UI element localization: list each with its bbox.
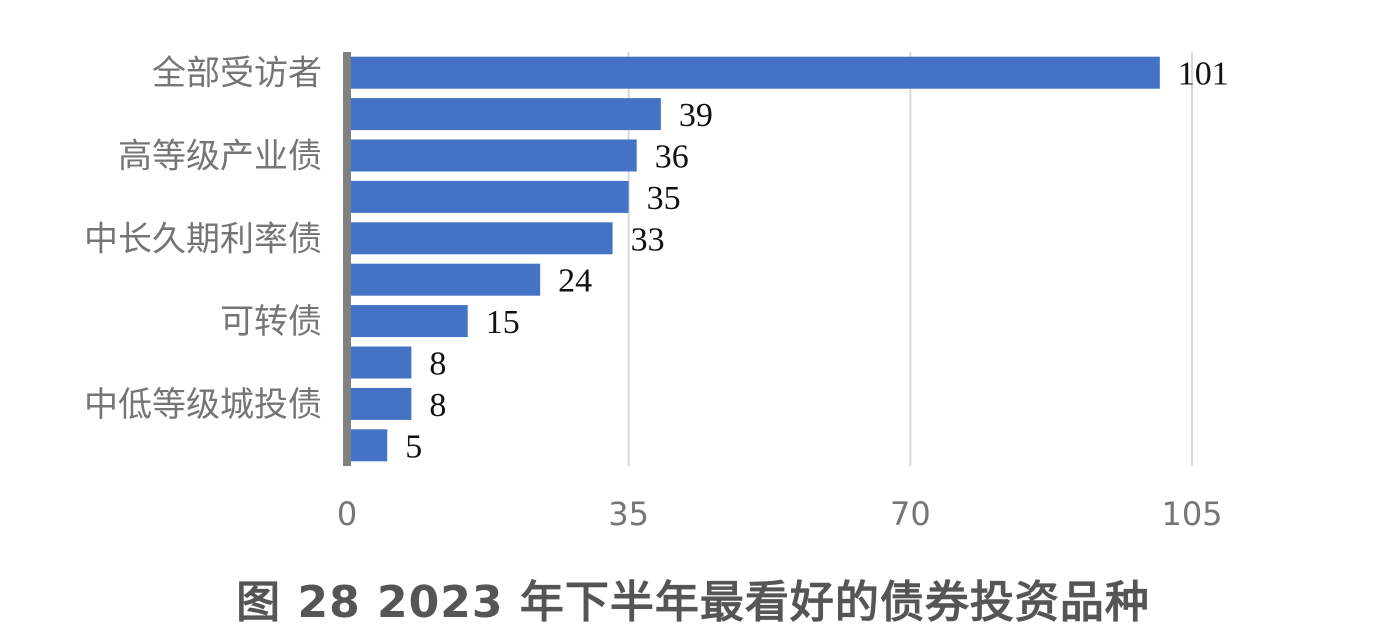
bar [347,305,468,338]
gridlines [627,52,1193,466]
bar [347,263,541,296]
category-label: 全部受访者 [152,54,322,94]
x-tick-label: 0 [337,495,357,533]
bars [347,56,1160,462]
bar [347,139,637,172]
data-label: 36 [655,139,689,176]
labels: 0 35 70 105 101 全部受访者 39 36 高等级产业债 35 33 中长久期利率债 24 1… [84,54,1229,533]
data-label: 39 [679,97,713,134]
data-label: 15 [486,304,520,341]
data-label: 24 [558,263,592,300]
bar [347,346,412,379]
category-label: 中低等级城投债 [84,385,322,425]
x-tick-label: 105 [1161,495,1222,533]
bar [347,180,629,213]
x-tick-label: 70 [890,495,931,533]
data-label: 5 [405,428,422,465]
bar [347,387,412,420]
category-label: 高等级产业债 [118,137,322,177]
data-label: 35 [647,180,681,217]
data-label: 8 [429,346,446,383]
data-label: 8 [429,387,446,424]
bar [347,56,1160,89]
bar [347,222,613,255]
x-tick-label: 35 [608,495,649,533]
data-label: 33 [631,221,665,258]
chart-title: 图 28 2023 年下半年最看好的债券投资品种 [236,577,1150,628]
category-label: 中长久期利率债 [84,219,322,259]
bar [347,429,388,462]
data-label: 101 [1178,56,1229,93]
bar [347,98,661,131]
category-label: 可转债 [220,302,322,342]
bar-chart: 0 35 70 105 101 全部受访者 39 36 高等级产业债 35 33 中长久期利率债 24 1… [84,52,1229,533]
